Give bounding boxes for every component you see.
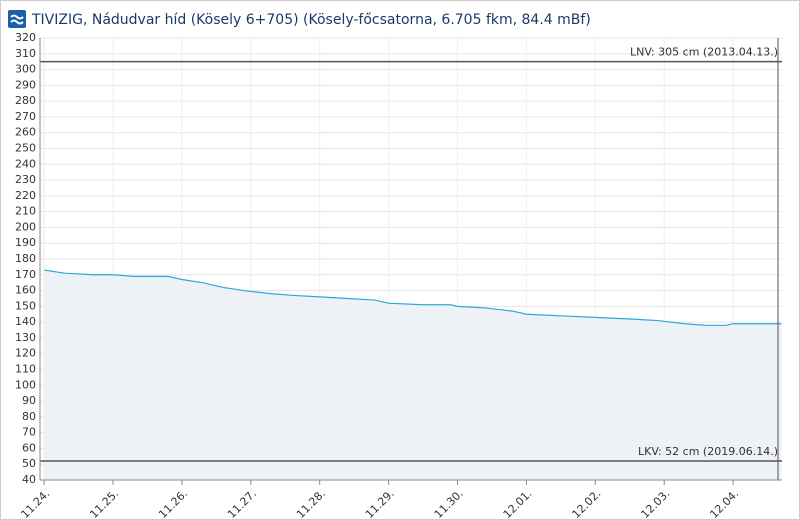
y-tick-label: 240	[15, 157, 36, 170]
y-tick-label: 250	[15, 142, 36, 155]
y-tick-label: 60	[22, 441, 36, 454]
y-tick-label: 310	[15, 47, 36, 60]
y-tick-label: 320	[15, 31, 36, 44]
logo	[8, 10, 26, 28]
y-tick-label: 200	[15, 220, 36, 233]
y-tick-label: 150	[15, 299, 36, 312]
y-tick-label: 220	[15, 189, 36, 202]
threshold-label: LKV: 52 cm (2019.06.14.)	[638, 445, 778, 458]
y-tick-label: 100	[15, 378, 36, 391]
line	[44, 269, 782, 326]
y-tick-label: 260	[15, 126, 36, 139]
threshold-label: LNV: 305 cm (2013.04.13.)	[630, 46, 778, 59]
y-tick-label: 180	[15, 252, 36, 265]
y-tick-label: 270	[15, 110, 36, 123]
y-tick-label: 130	[15, 331, 36, 344]
y-tick-label: 40	[22, 473, 36, 486]
chart-title: TIVIZIG, Nádudvar híd (Kösely 6+705) (Kö…	[31, 12, 591, 28]
y-tick-label: 190	[15, 236, 36, 249]
y-tick-label: 170	[15, 268, 36, 281]
y-tick-label: 90	[22, 394, 36, 407]
y-tick-label: 230	[15, 173, 36, 186]
y-tick-label: 50	[22, 457, 36, 470]
y-tick-label: 300	[15, 63, 36, 76]
y-tick-label: 80	[22, 410, 36, 423]
y-tick-label: 290	[15, 78, 36, 91]
y-tick-label: 120	[15, 347, 36, 360]
y-tick-label: 140	[15, 315, 36, 328]
y-tick-label: 110	[15, 363, 36, 376]
area	[44, 270, 782, 480]
y-tick-label: 210	[15, 205, 36, 218]
y-tick-label: 280	[15, 94, 36, 107]
y-tick-label: 160	[15, 284, 36, 297]
y-tick-label: 70	[22, 426, 36, 439]
